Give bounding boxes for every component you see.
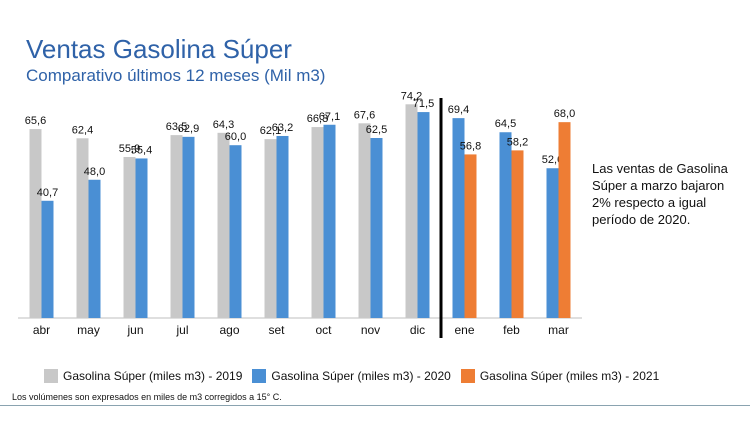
bar-ago-s0 (217, 132, 230, 318)
bar-mar-s2 (558, 122, 571, 318)
x-tick-label-set: set (268, 323, 285, 337)
bar-set-s1 (276, 135, 289, 318)
bar-ene-s2 (464, 154, 477, 318)
bar-ago-s1 (229, 145, 242, 318)
bar-feb-s1 (499, 132, 512, 318)
legend-label-2019: Gasolina Súper (miles m3) - 2019 (63, 369, 243, 383)
bar-jul-s0 (170, 135, 183, 318)
data-label-ene-s1: 69,4 (448, 104, 469, 116)
data-label-abr-s1: 40,7 (37, 187, 58, 199)
legend-label-2020: Gasolina Súper (miles m3) - 2020 (271, 369, 451, 383)
data-label-mar-s1: 52,0 (542, 154, 563, 166)
data-label-jun-s1: 55,4 (131, 144, 152, 156)
data-label-ene-s2: 56,8 (460, 140, 481, 152)
data-label-jun-s0: 55,9 (119, 143, 140, 155)
data-label-ago-s1: 60,0 (225, 131, 246, 143)
chart-legend: Gasolina Súper (miles m3) - 2019 Gasolin… (44, 369, 659, 383)
data-label-oct-s1: 67,1 (319, 111, 340, 123)
bar-may-s0 (76, 138, 89, 318)
data-label-dic-s1: 71,5 (413, 98, 434, 110)
bar-jun-s1 (135, 158, 148, 318)
data-label-abr-s0: 65,6 (25, 115, 46, 127)
bar-ene-s1 (452, 118, 465, 319)
bar-may-s1 (88, 179, 101, 318)
data-label-feb-s2: 58,2 (507, 136, 528, 148)
footnote: Los volúmenes son expresados en miles de… (12, 392, 282, 402)
x-tick-label-feb: feb (503, 323, 520, 337)
data-label-dic-s0: 74,2 (401, 90, 422, 102)
bar-mar-s1 (546, 168, 559, 318)
bar-jul-s1 (182, 136, 195, 318)
data-label-jul-s0: 63,5 (166, 121, 187, 133)
chart-subtitle: Comparativo últimos 12 meses (Mil m3) (26, 66, 326, 85)
legend-label-2021: Gasolina Súper (miles m3) - 2021 (479, 369, 660, 383)
x-tick-label-dic: dic (410, 323, 425, 337)
summary-note: Las ventas de Gasolina Súper a marzo baj… (592, 161, 728, 227)
bar-feb-s2 (511, 150, 524, 318)
x-tick-label-jul: jul (175, 323, 188, 337)
bar-oct-s0 (311, 127, 324, 318)
x-tick-label-may: may (77, 323, 100, 337)
data-label-set-s0: 62,1 (260, 125, 281, 137)
bar-nov-s0 (358, 123, 371, 318)
chart-title: Ventas Gasolina Súper (26, 34, 292, 64)
x-tick-label-mar: mar (548, 323, 569, 337)
data-label-nov-s0: 67,6 (354, 109, 375, 121)
x-tick-label-ago: ago (219, 323, 239, 337)
legend-swatch-2021 (460, 369, 475, 383)
data-label-ago-s0: 64,3 (213, 119, 234, 131)
bar-oct-s1 (323, 124, 336, 318)
legend-swatch-2020 (252, 369, 267, 383)
bar-dic-s0 (405, 104, 418, 318)
data-label-may-s1: 48,0 (84, 166, 105, 178)
bar-jun-s0 (123, 157, 136, 318)
bar-dic-s1 (417, 112, 430, 318)
x-tick-label-oct: oct (315, 323, 332, 337)
legend-item-2020: Gasolina Súper (miles m3) - 2020 (252, 369, 451, 383)
data-label-set-s1: 63,2 (272, 122, 293, 134)
bar-set-s0 (264, 139, 277, 318)
legend-swatch-2019 (44, 369, 58, 383)
data-label-nov-s1: 62,5 (366, 124, 387, 136)
data-label-may-s0: 62,4 (72, 124, 93, 136)
data-label-oct-s0: 66,3 (307, 113, 328, 125)
legend-item-2021: Gasolina Súper (miles m3) - 2021 (460, 369, 660, 383)
bottom-divider (0, 405, 750, 406)
data-label-jul-s1: 62,9 (178, 123, 199, 135)
x-tick-label-jun: jun (126, 323, 143, 337)
legend-item-2019: Gasolina Súper (miles m3) - 2019 (44, 369, 242, 383)
bar-abr-s0 (29, 129, 42, 318)
x-tick-label-abr: abr (33, 323, 50, 337)
x-tick-label-ene: ene (454, 323, 474, 337)
data-label-feb-s1: 64,5 (495, 118, 516, 130)
data-label-mar-s2: 68,0 (554, 108, 575, 120)
bar-chart: 65,640,7abr62,448,0may55,955,4jun63,562,… (18, 90, 582, 338)
bar-nov-s1 (370, 138, 383, 318)
x-tick-label-nov: nov (361, 323, 380, 337)
bar-abr-s1 (41, 200, 54, 318)
